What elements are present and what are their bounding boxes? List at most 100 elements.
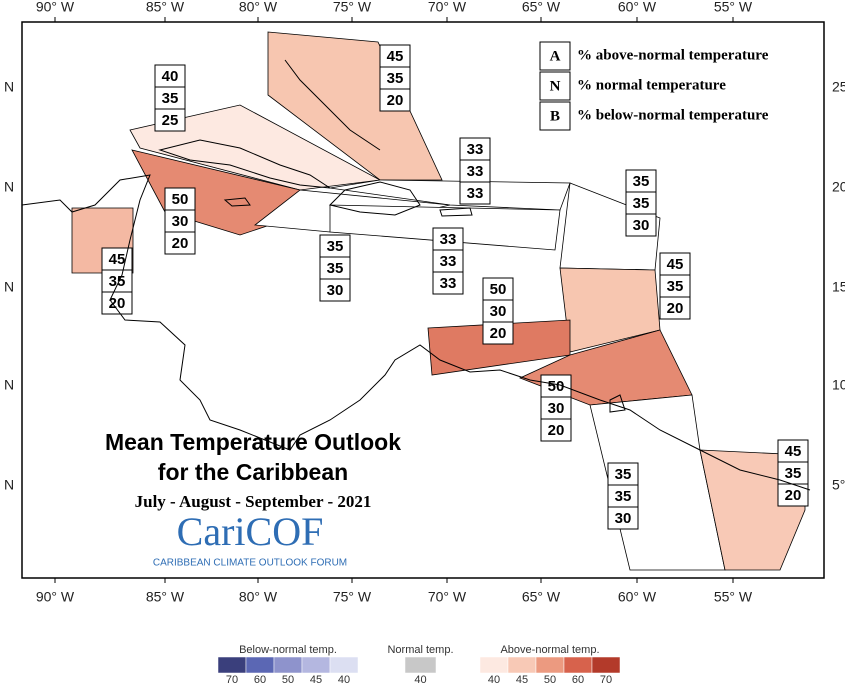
hispaniola [329,181,421,216]
logo-subtitle: CARIBBEAN CLIMATE OUTLOOK FORUM [153,558,347,569]
probability-value: 30 [490,303,507,320]
left-axis-label: N [4,377,14,393]
probability-value: 45 [785,443,802,460]
trinidad [609,394,626,413]
probability-value: 35 [633,195,650,212]
colorbar-swatch [479,656,509,674]
cuba [158,139,331,189]
probability-cell [659,296,691,320]
key-text: % normal temperature [577,77,726,93]
probability-cell [164,231,196,255]
probability-value: 35 [387,70,404,87]
probability-value: 25 [162,112,179,129]
probability-value: 20 [548,422,565,439]
probability-value: 45 [109,251,126,268]
probability-value: 50 [172,191,189,208]
bottom-axis-label: 80° W [239,589,278,605]
probability-value: 20 [109,295,126,312]
probability-value: 35 [162,90,179,107]
probability-cell [625,213,657,237]
mainland-coast [21,174,811,491]
logo: CariCOF [177,509,324,554]
colorbar-swatch [273,656,303,674]
colorbar-label: Above-normal temp. [500,644,599,656]
probability-cell [540,418,572,442]
colorbar-tick: 60 [572,674,584,684]
left-axis-label: N [4,477,14,493]
probability-cell [607,506,639,530]
probability-value: 30 [615,510,632,527]
colorbar-tick: 70 [226,674,238,684]
probability-value: 35 [667,278,684,295]
probability-cell [379,88,411,112]
top-axis-label: 65° W [522,0,561,15]
probability-value: 35 [785,465,802,482]
probability-value: 30 [327,282,344,299]
colorbar-swatch [591,656,621,674]
colorbar-tick: 50 [282,674,294,684]
probability-value: 35 [109,273,126,290]
key: A % above-normal temperature N % normal tem… [539,41,769,131]
key-letter: N [550,78,561,94]
probability-value: 50 [548,378,565,395]
probability-cell [459,181,491,205]
top-axis-label: 80° W [239,0,278,15]
probability-value: 45 [667,256,684,273]
probability-value: 35 [615,466,632,483]
zone [329,179,571,211]
probability-value: 35 [615,488,632,505]
probability-value: 20 [387,92,404,109]
probability-value: 33 [440,253,457,270]
left-axis-label: N [4,179,14,195]
probability-value: 40 [162,68,179,85]
right-axis-label: 15 [832,279,845,295]
probability-value: 20 [667,300,684,317]
key-letter-box [539,101,571,131]
colorbar-swatch [404,656,437,674]
colorbar-tick: 45 [516,674,528,684]
probability-value: 33 [440,231,457,248]
zone [129,104,382,191]
zone [267,31,443,181]
probability-value: 20 [490,325,507,342]
probability-value: 33 [467,141,484,158]
top-axis-label: 90° W [36,0,75,15]
colorbar-label: Below-normal temp. [239,644,337,656]
colorbar-swatch [329,656,359,674]
bottom-axis-label: 65° W [522,589,561,605]
bottom-axis-label: 90° W [36,589,75,605]
probability-cell [482,321,514,345]
right-axis-label: 25 [832,79,845,95]
key-letter-box [539,41,571,71]
bottom-axis-label: 75° W [333,589,372,605]
probability-value: 35 [327,238,344,255]
colorbar-swatch [563,656,593,674]
jamaica [223,197,251,207]
colorbar-swatch [301,656,331,674]
probability-value: 30 [633,217,650,234]
colorbar-swatch [245,656,275,674]
bottom-axis-label: 55° W [714,589,753,605]
bottom-axis-label: 85° W [146,589,185,605]
key-text: % above-normal temperature [577,47,769,63]
right-axis-label: 20 [832,179,845,195]
probability-cell [432,271,464,295]
colorbar-swatch [217,656,247,674]
left-axis-label: N [4,279,14,295]
zones: 45 35 20 40 35 25 50 30 20 33 33 33 35 35 30 33 33 33 45 35… [71,31,809,571]
colorbar-swatch [535,656,565,674]
probability-value: 30 [172,213,189,230]
colorbar-tick: 60 [254,674,266,684]
probability-cell [154,108,186,132]
probability-value: 35 [633,173,650,190]
right-axis-label: 10 [832,377,845,393]
colorbar-tick: 50 [544,674,556,684]
puerto-rico [439,207,473,217]
probability-value: 50 [490,281,507,298]
probability-value: 33 [467,163,484,180]
colorbar-swatch [507,656,537,674]
bottom-axis-label: 70° W [428,589,467,605]
bottom-axis-label: 60° W [618,589,657,605]
top-axis-label: 75° W [333,0,372,15]
probability-value: 20 [172,235,189,252]
